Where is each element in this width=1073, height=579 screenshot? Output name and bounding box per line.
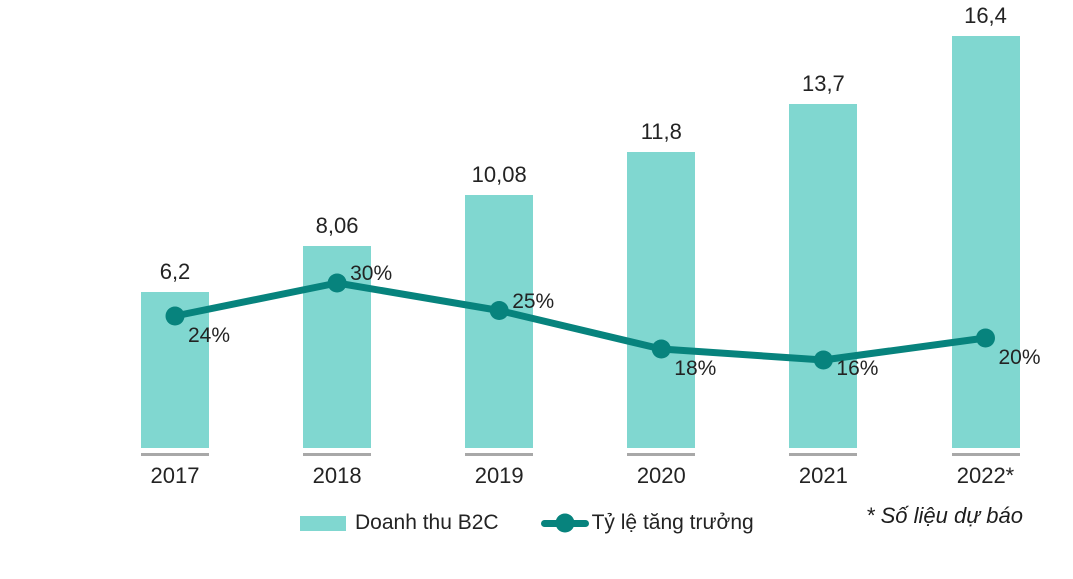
legend-item-growth: Tỷ lệ tăng trưởng xyxy=(540,511,754,535)
line-dot-icon xyxy=(555,513,575,533)
growth-line xyxy=(171,279,989,364)
bar-2017 xyxy=(141,292,209,448)
growth-point-label: 30% xyxy=(350,262,393,285)
bar-2021 xyxy=(789,103,858,448)
bar-swatch-icon xyxy=(300,515,346,531)
bar-value-label: 13,7 xyxy=(801,70,845,96)
growth-point-label: 16% xyxy=(836,357,879,380)
x-axis-label: 2022* xyxy=(956,463,1015,488)
x-axis-label: 2021 xyxy=(798,463,848,488)
growth-point-label: 25% xyxy=(512,289,555,313)
x-axis-label: 2019 xyxy=(474,463,524,488)
axis-tick xyxy=(789,453,858,456)
axis-tick xyxy=(141,453,209,456)
x-axis-label: 2020 xyxy=(636,463,686,488)
line-swatch-icon xyxy=(540,513,589,533)
legend-item-revenue: Doanh thu B2C xyxy=(300,511,499,535)
bar-2020 xyxy=(627,151,696,448)
bar-value-label: 16,4 xyxy=(964,3,1007,28)
axis-tick xyxy=(951,453,1020,456)
bar-value-label: 6,2 xyxy=(159,259,191,285)
bar-value-label: 10,08 xyxy=(471,161,527,187)
bar-value-label: 11,8 xyxy=(640,118,682,144)
footnote: * Số liệu dự báo xyxy=(865,503,1023,528)
legend-label-growth: Tỷ lệ tăng trưởng xyxy=(591,511,754,534)
bar-2022 xyxy=(951,36,1020,448)
growth-point-label: 20% xyxy=(998,346,1041,369)
axis-tick xyxy=(627,453,696,456)
growth-point-label: 18% xyxy=(674,357,717,380)
growth-point-label: 24% xyxy=(188,324,231,347)
x-axis-label: 2018 xyxy=(312,463,362,488)
axis-tick xyxy=(465,453,534,456)
legend-label-revenue: Doanh thu B2C xyxy=(355,511,499,534)
bar-2019 xyxy=(465,194,534,448)
axis-tick xyxy=(303,453,372,456)
legend: Doanh thu B2C Tỷ lệ tăng trưởng xyxy=(300,511,754,535)
x-axis-label: 2017 xyxy=(150,463,200,488)
bar-value-label: 8,06 xyxy=(315,212,359,238)
